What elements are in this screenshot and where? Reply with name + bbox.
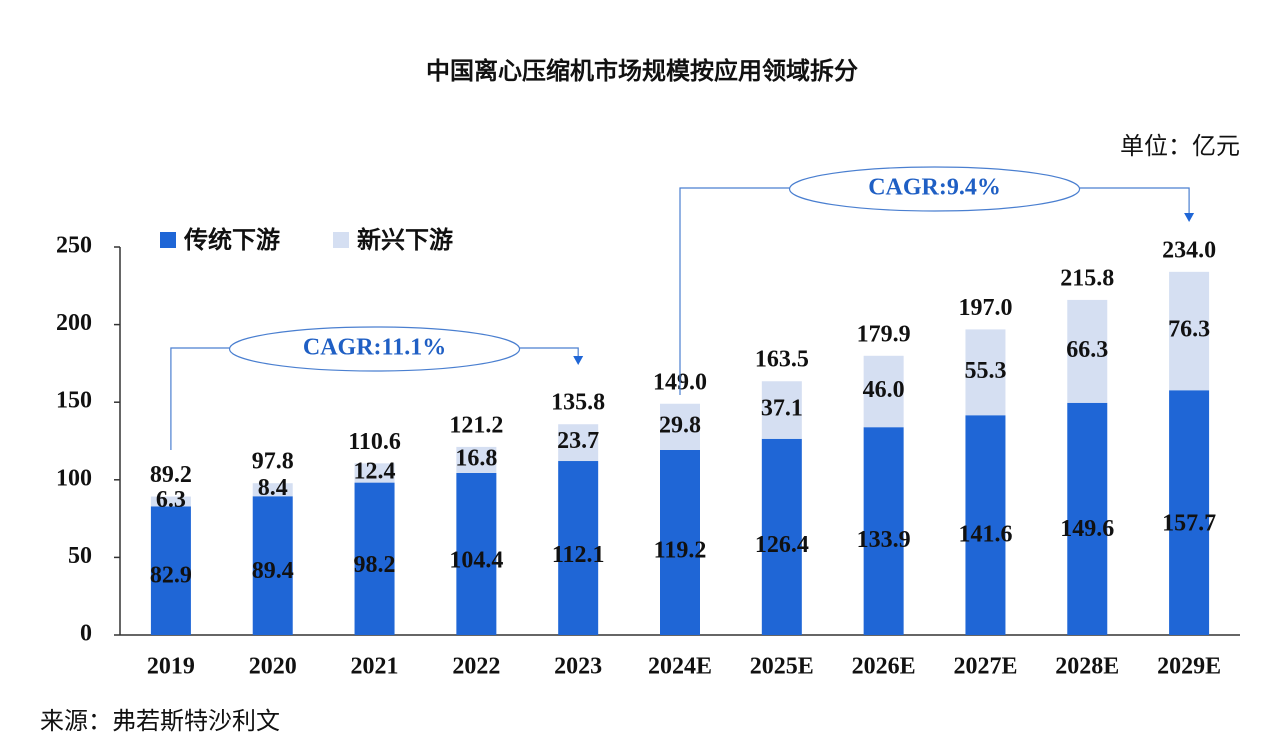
bar-segment — [660, 403, 700, 451]
segment-label: 104.4 — [449, 548, 503, 574]
total-label: 234.0 — [1162, 237, 1216, 263]
x-tick-label: 2019 — [147, 654, 195, 680]
segment-label: 82.9 — [150, 563, 192, 589]
x-tick-label: 2026E — [852, 654, 916, 680]
bar-segment — [354, 482, 395, 635]
bar-segment — [558, 424, 599, 462]
total-label: 110.6 — [348, 429, 401, 455]
segment-label: 119.2 — [654, 537, 707, 563]
bar-segment — [761, 438, 802, 635]
bar-segment — [150, 496, 191, 507]
x-tick-label: 2022 — [452, 654, 500, 680]
segment-label: 157.7 — [1162, 510, 1216, 536]
total-label: 97.8 — [252, 449, 294, 475]
segment-label: 66.3 — [1066, 337, 1108, 363]
cagr-arrow — [573, 356, 584, 365]
x-tick-label: 2021 — [351, 654, 399, 680]
cagr-label: CAGR:9.4% — [868, 175, 1001, 201]
x-tick-label: 2020 — [249, 654, 297, 680]
y-tick-label: 0 — [80, 621, 92, 647]
bar-segment — [863, 355, 904, 428]
total-label: 215.8 — [1060, 266, 1114, 292]
bar-segment — [252, 496, 293, 635]
bar-segment — [965, 415, 1006, 635]
segment-label: 141.6 — [958, 522, 1012, 548]
bar-segment — [1067, 299, 1108, 403]
bar-segment — [456, 472, 497, 635]
total-label: 89.2 — [150, 462, 192, 488]
segment-label: 149.6 — [1060, 516, 1114, 542]
x-tick-label: 2023 — [554, 654, 602, 680]
y-tick-label: 100 — [56, 465, 92, 491]
cagr-arrow — [1184, 213, 1195, 222]
segment-label: 16.8 — [455, 445, 497, 471]
bar-segment — [660, 450, 700, 635]
segment-label: 23.7 — [557, 428, 599, 454]
x-tick-label: 2029E — [1157, 654, 1221, 680]
bar-segment — [456, 446, 497, 473]
bar-segment — [150, 506, 191, 635]
segment-label: 6.3 — [156, 487, 186, 513]
x-tick-label: 2024E — [648, 654, 712, 680]
bar-segment — [558, 461, 599, 635]
unit-label: 单位：亿元 — [1120, 132, 1240, 160]
bar-segment — [1067, 402, 1108, 635]
segment-label: 126.4 — [755, 532, 809, 558]
segment-label: 98.2 — [354, 552, 396, 578]
legend-label: 新兴下游 — [357, 226, 453, 254]
total-label: 121.2 — [449, 412, 503, 438]
chart-title: 中国离心压缩机市场规模按应用领域拆分 — [426, 57, 858, 85]
y-tick-label: 200 — [56, 310, 92, 336]
source-note: 来源：弗若斯特沙利文 — [40, 707, 280, 735]
bar-segment — [761, 381, 802, 439]
bar-segment — [252, 483, 293, 497]
x-tick-label: 2027E — [953, 654, 1017, 680]
bar-segment — [863, 427, 904, 635]
segment-label: 12.4 — [354, 458, 396, 484]
cagr-ellipse — [788, 166, 1081, 212]
y-tick-label: 50 — [68, 543, 92, 569]
segment-label: 76.3 — [1168, 317, 1210, 343]
legend-swatch — [333, 232, 349, 248]
cagr-ellipse — [228, 326, 521, 372]
segment-label: 55.3 — [964, 358, 1006, 384]
segment-label: 112.1 — [552, 542, 605, 568]
segment-label: 29.8 — [659, 412, 701, 438]
y-tick-label: 250 — [56, 233, 92, 259]
segment-label: 8.4 — [258, 475, 288, 501]
total-label: 179.9 — [857, 321, 911, 347]
segment-label: 37.1 — [761, 396, 803, 422]
bar-segment — [1169, 271, 1210, 391]
segment-label: 133.9 — [857, 527, 911, 553]
segment-label: 46.0 — [863, 377, 905, 403]
legend-label: 传统下游 — [183, 226, 280, 254]
x-tick-label: 2025E — [750, 654, 814, 680]
bar-segment — [965, 329, 1006, 416]
bar-segment — [354, 463, 395, 483]
bar-segment — [1169, 390, 1210, 635]
cagr-label: CAGR:11.1% — [303, 335, 446, 361]
y-tick-label: 150 — [56, 388, 92, 414]
x-tick-label: 2028E — [1055, 654, 1119, 680]
segment-label: 89.4 — [252, 558, 294, 584]
total-label: 135.8 — [551, 390, 605, 416]
legend-swatch — [160, 232, 176, 248]
total-label: 197.0 — [958, 295, 1012, 321]
total-label: 163.5 — [755, 347, 809, 373]
